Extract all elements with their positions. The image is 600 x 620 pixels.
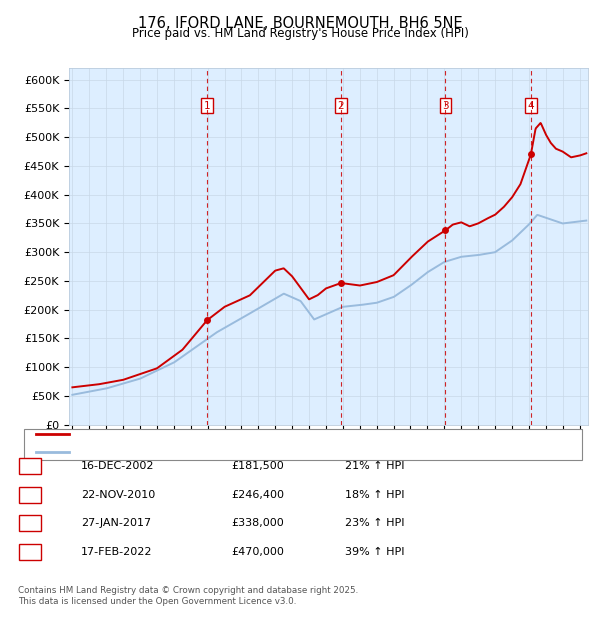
Text: 2: 2: [26, 490, 34, 500]
Text: 3: 3: [26, 518, 34, 528]
Text: £181,500: £181,500: [231, 461, 284, 471]
Text: 2: 2: [338, 100, 344, 110]
Text: 18% ↑ HPI: 18% ↑ HPI: [345, 490, 404, 500]
Text: 176, IFORD LANE, BOURNEMOUTH, BH6 5NE (semi-detached house): 176, IFORD LANE, BOURNEMOUTH, BH6 5NE (s…: [75, 429, 416, 439]
Point: [202, 316, 212, 326]
Text: 1: 1: [26, 461, 34, 471]
Text: 17-FEB-2022: 17-FEB-2022: [81, 547, 152, 557]
Text: HPI: Average price, semi-detached house, Bournemouth Christchurch and Poole: HPI: Average price, semi-detached house,…: [75, 447, 473, 457]
Text: 4: 4: [26, 547, 34, 557]
Text: £470,000: £470,000: [231, 547, 284, 557]
Text: Price paid vs. HM Land Registry's House Price Index (HPI): Price paid vs. HM Land Registry's House …: [131, 27, 469, 40]
Text: Contains HM Land Registry data © Crown copyright and database right 2025.: Contains HM Land Registry data © Crown c…: [18, 586, 358, 595]
Point: [336, 278, 346, 288]
Point: [526, 149, 536, 159]
Text: 23% ↑ HPI: 23% ↑ HPI: [345, 518, 404, 528]
Text: £338,000: £338,000: [231, 518, 284, 528]
Text: 27-JAN-2017: 27-JAN-2017: [81, 518, 151, 528]
Text: 16-DEC-2002: 16-DEC-2002: [81, 461, 155, 471]
Text: 1: 1: [203, 100, 210, 110]
Text: 21% ↑ HPI: 21% ↑ HPI: [345, 461, 404, 471]
Text: £246,400: £246,400: [231, 490, 284, 500]
Text: 4: 4: [527, 100, 534, 110]
Text: 22-NOV-2010: 22-NOV-2010: [81, 490, 155, 500]
Point: [440, 226, 450, 236]
Text: 3: 3: [442, 100, 449, 110]
Text: 176, IFORD LANE, BOURNEMOUTH, BH6 5NE: 176, IFORD LANE, BOURNEMOUTH, BH6 5NE: [137, 16, 463, 30]
Text: This data is licensed under the Open Government Licence v3.0.: This data is licensed under the Open Gov…: [18, 597, 296, 606]
Text: 39% ↑ HPI: 39% ↑ HPI: [345, 547, 404, 557]
